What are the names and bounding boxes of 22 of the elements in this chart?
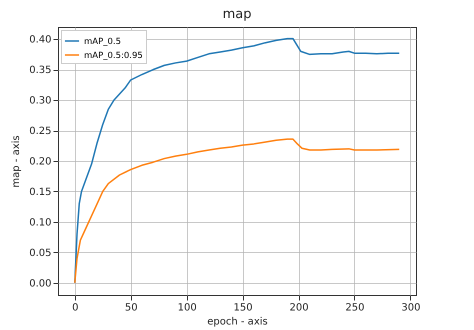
legend-label: mAP_0.5: [84, 37, 121, 47]
x-tick-label: 0: [72, 302, 78, 314]
x-axis-title: epoch - axis: [207, 316, 268, 328]
y-tick-label: 0.20: [29, 156, 52, 168]
y-tick-label: 0.25: [29, 126, 52, 138]
x-tick-label: 300: [401, 302, 420, 314]
y-tick-label: 0.10: [29, 217, 52, 228]
y-tick-label: 0.30: [29, 96, 52, 107]
y-axis-title: map - axis: [11, 135, 22, 188]
line-series: [74, 138, 400, 284]
y-tick-label: 0.40: [29, 34, 52, 46]
y-tick-label: 0.05: [29, 248, 52, 259]
y-tick-label: 0.35: [29, 65, 52, 76]
x-tick-label: 200: [289, 302, 309, 314]
x-tick-label: 100: [178, 302, 197, 314]
x-tick-label: 150: [234, 302, 253, 314]
x-tick-label: 250: [345, 302, 365, 314]
y-tick-label: 0.15: [29, 186, 52, 198]
x-tick-label: 50: [124, 302, 138, 314]
legend-label: mAP_0.5:0.95: [84, 51, 143, 61]
y-tick-label: 0.00: [29, 278, 52, 290]
chart-title: map: [222, 7, 252, 22]
